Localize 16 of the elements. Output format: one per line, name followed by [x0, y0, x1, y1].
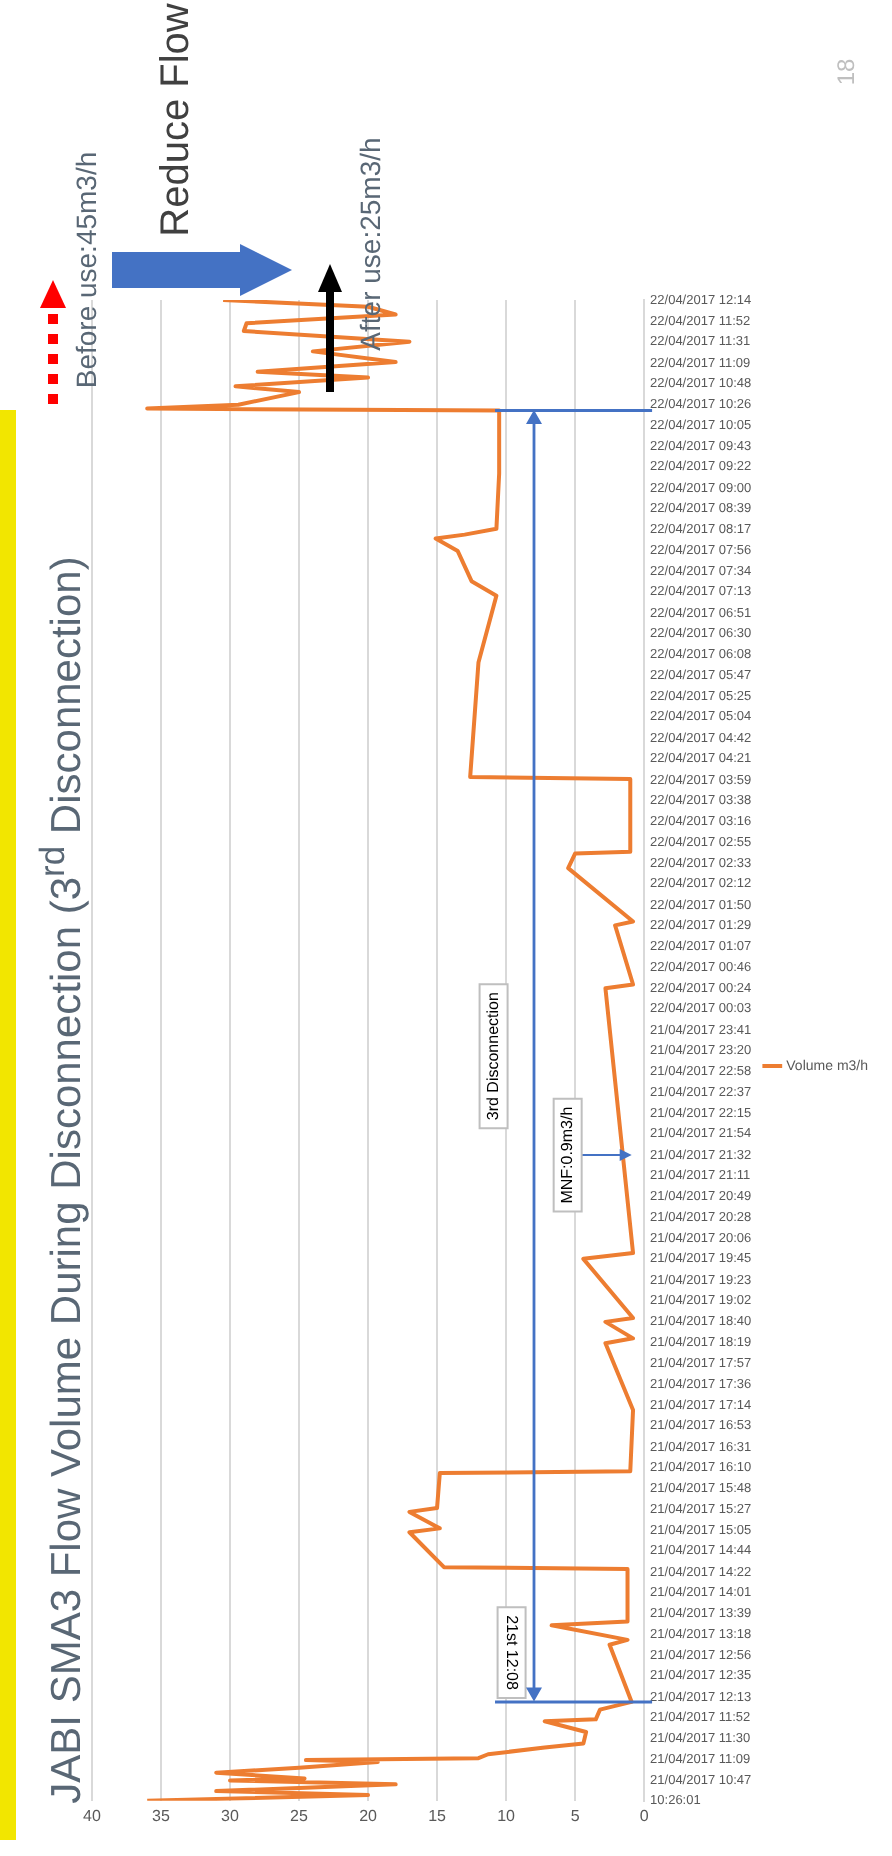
annotation: Before use:45m3/h: [70, 151, 102, 389]
ref-line-label: 21st 12:08: [503, 1615, 522, 1691]
text: 18: [832, 58, 860, 86]
annotation: MNF:0.9m3/h: [558, 1106, 577, 1204]
x-tick-label: 35: [152, 1806, 171, 1825]
x-tick-label: 15: [428, 1806, 448, 1825]
x-tick-label: 5: [570, 1806, 581, 1825]
annotation: 3rd Disconnection: [483, 992, 502, 1121]
x-tick-label: 25: [290, 1806, 310, 1825]
x-tick-label: 0: [639, 1806, 650, 1825]
x-tick-label: 30: [221, 1806, 241, 1825]
x-tick-label: 20: [359, 1806, 379, 1825]
x-tick-label: 40: [83, 1806, 102, 1825]
annotation: After use:25m3/h: [354, 137, 387, 351]
text: Reduce Flow: [154, 3, 198, 237]
x-tick-label: 10: [497, 1806, 517, 1825]
